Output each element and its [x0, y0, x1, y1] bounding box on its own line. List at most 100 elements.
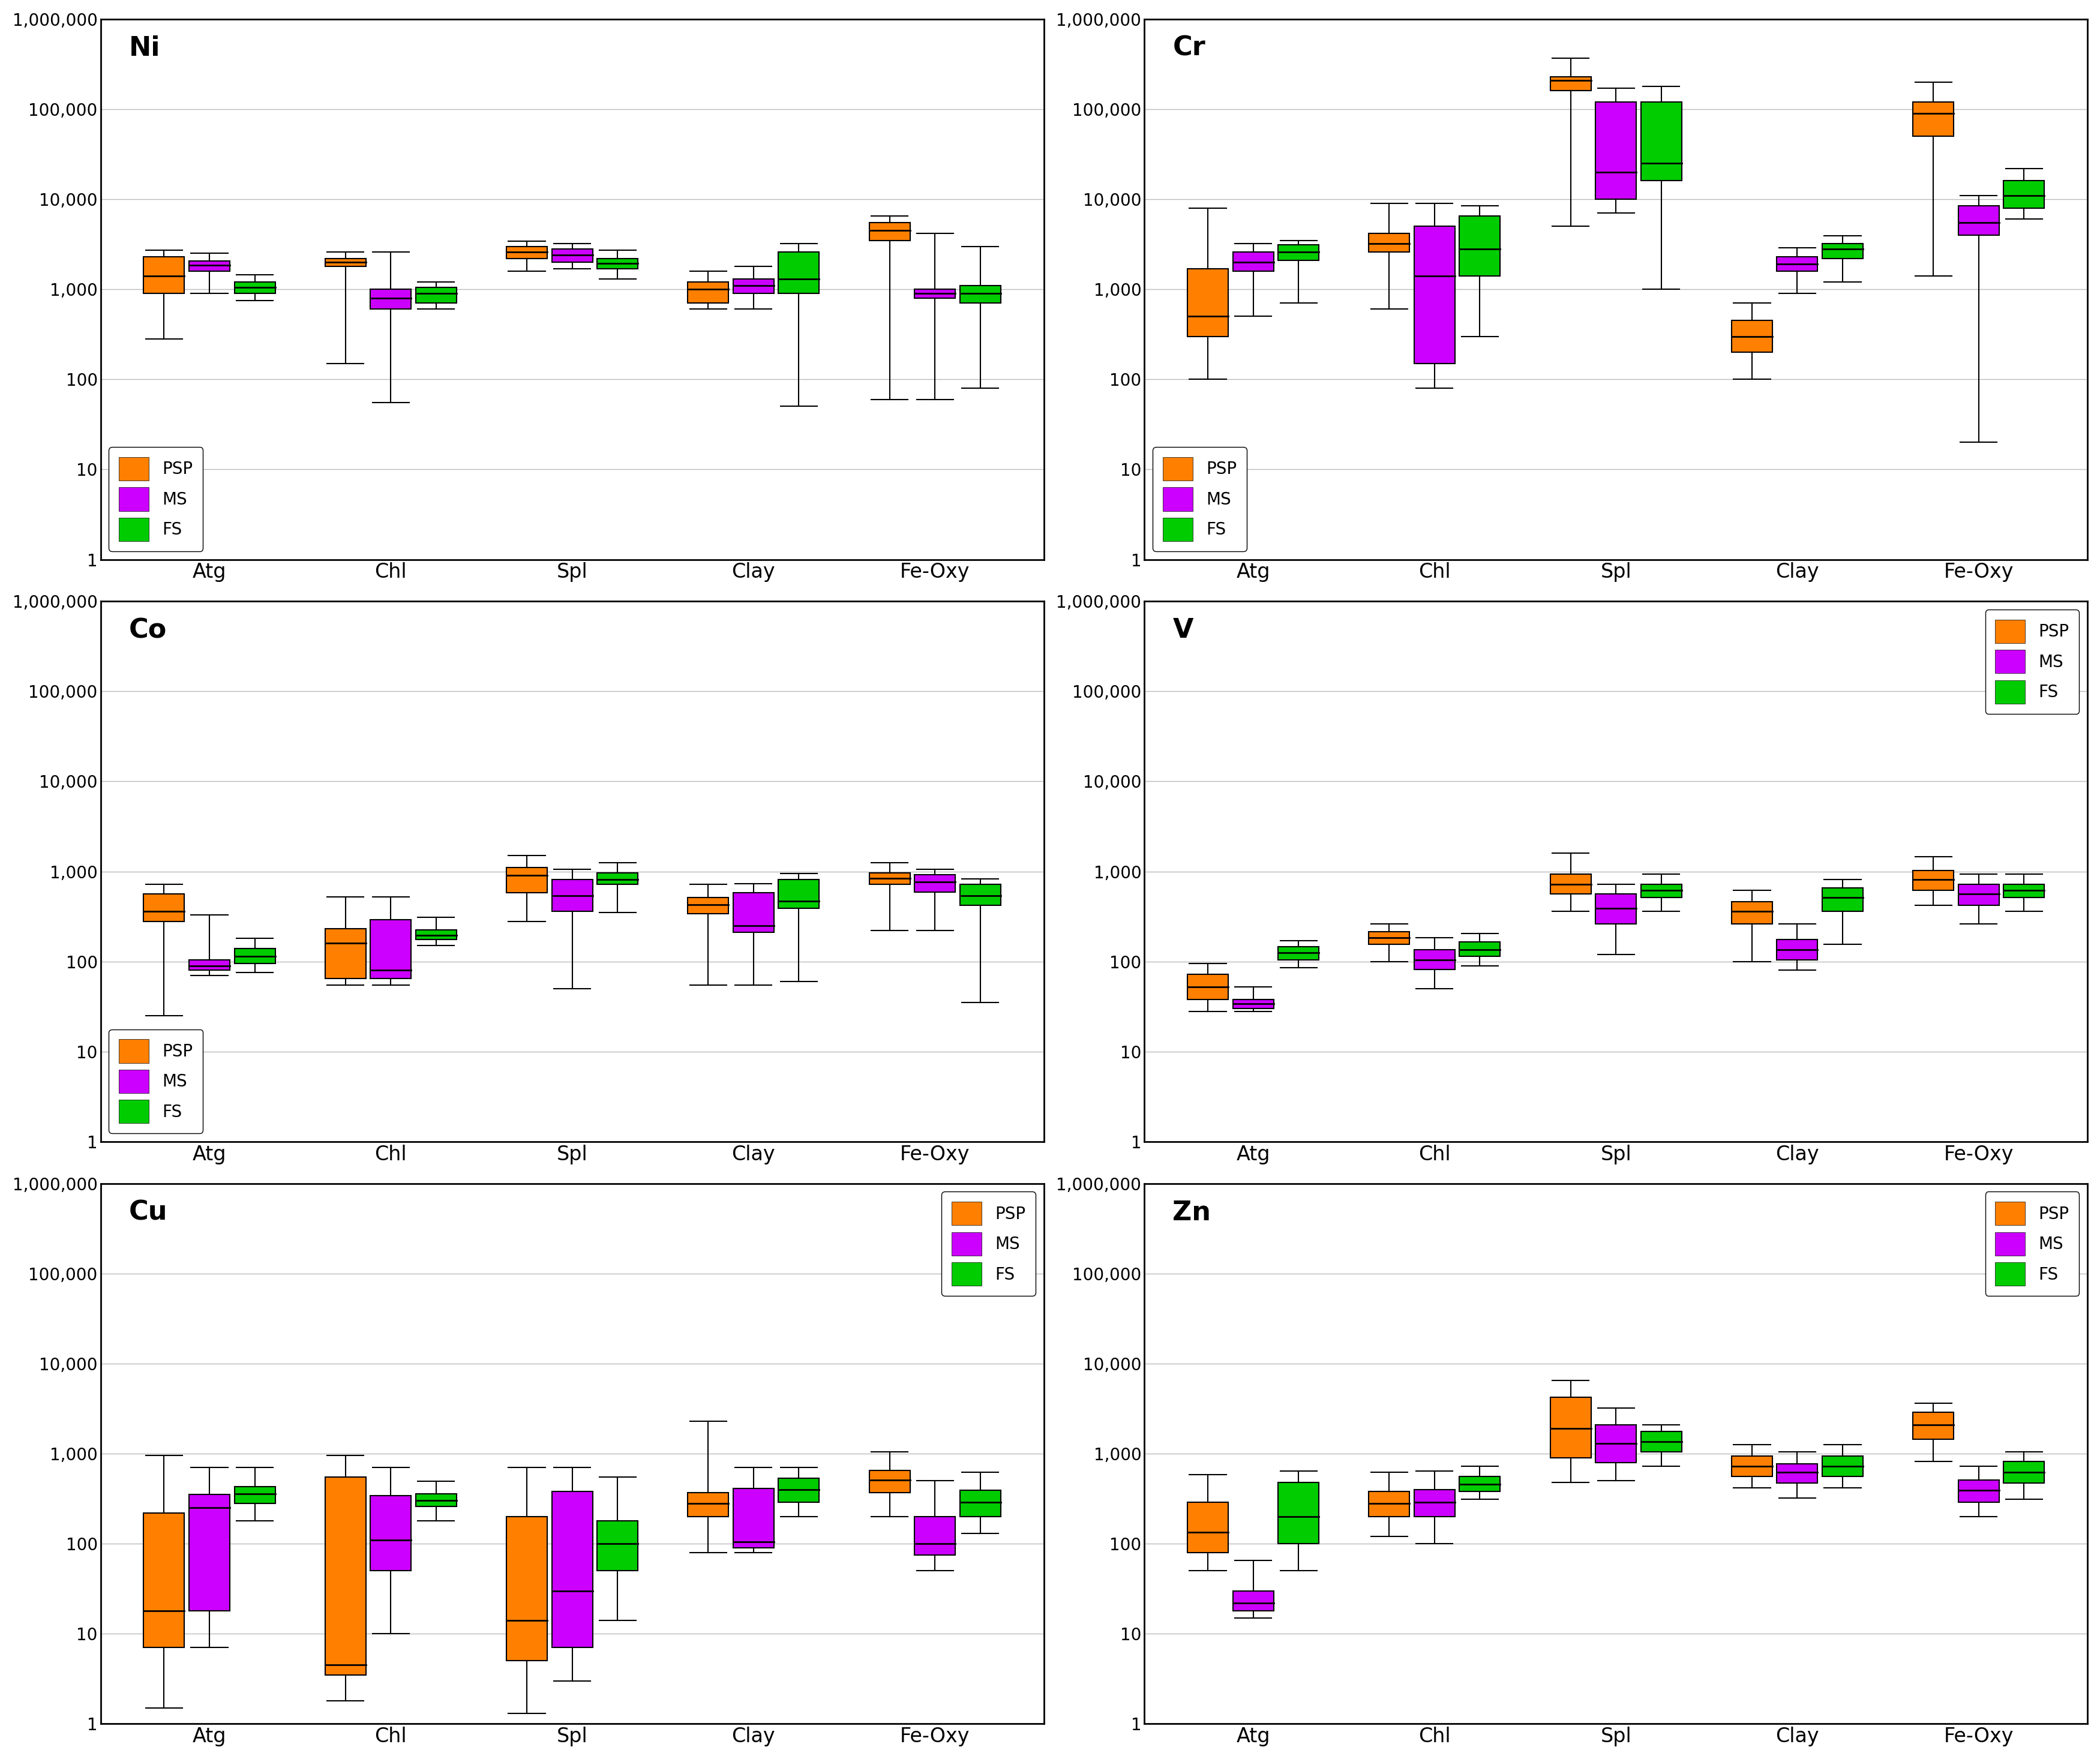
Legend: PSP, MS, FS: PSP, MS, FS [941, 1193, 1035, 1296]
Bar [552, 250, 592, 262]
Bar [326, 259, 365, 266]
Bar [779, 252, 819, 294]
Bar [689, 897, 729, 913]
Bar [869, 223, 909, 241]
Bar [506, 1516, 548, 1660]
Bar [143, 894, 185, 922]
Bar [552, 1492, 592, 1648]
Bar [869, 872, 909, 885]
Text: Cr: Cr [1172, 35, 1205, 62]
Text: Zn: Zn [1172, 1200, 1212, 1226]
Bar [1369, 234, 1409, 252]
Bar [1550, 874, 1592, 894]
Bar [689, 1492, 729, 1516]
Bar [1777, 939, 1819, 960]
Bar [1959, 885, 1999, 906]
Bar [689, 281, 729, 303]
Bar [1823, 888, 1863, 911]
Bar [1186, 1502, 1228, 1553]
Bar [506, 867, 548, 894]
Bar [2003, 1462, 2045, 1483]
Bar [143, 1513, 185, 1648]
Legend: PSP, MS, FS: PSP, MS, FS [1984, 1193, 2079, 1296]
Bar [370, 288, 412, 310]
Bar [1413, 227, 1455, 364]
Bar [235, 281, 275, 294]
Bar [1460, 941, 1499, 957]
Bar [1596, 102, 1636, 199]
Bar [596, 259, 638, 269]
Bar [960, 885, 1002, 906]
Bar [1596, 1425, 1636, 1462]
Bar [1550, 1397, 1592, 1458]
Bar [914, 288, 956, 297]
Bar [326, 929, 365, 978]
Bar [2003, 885, 2045, 897]
Bar [1596, 894, 1636, 923]
Bar [189, 260, 229, 271]
Bar [326, 1478, 365, 1675]
Bar [2003, 181, 2045, 208]
Legend: PSP, MS, FS: PSP, MS, FS [109, 447, 204, 551]
Bar [416, 1493, 456, 1506]
Bar [1413, 1490, 1455, 1516]
Bar [1186, 974, 1228, 999]
Bar [189, 960, 229, 971]
Bar [779, 880, 819, 908]
Bar [1732, 1456, 1772, 1476]
Bar [1279, 1483, 1319, 1544]
Bar [596, 1522, 638, 1571]
Bar [733, 894, 775, 932]
Bar [1823, 245, 1863, 259]
Bar [1732, 902, 1772, 923]
Bar [235, 948, 275, 964]
Bar [869, 1471, 909, 1492]
Bar [1732, 320, 1772, 352]
Bar [1186, 269, 1228, 336]
Bar [370, 1495, 412, 1571]
Bar [779, 1479, 819, 1502]
Bar [1369, 1492, 1409, 1516]
Bar [1369, 932, 1409, 945]
Bar [1460, 216, 1499, 276]
Bar [1777, 257, 1819, 271]
Bar [1823, 1456, 1863, 1476]
Bar [143, 257, 185, 294]
Bar [235, 1486, 275, 1504]
Bar [914, 1516, 956, 1555]
Bar [1279, 946, 1319, 960]
Bar [506, 246, 548, 259]
Bar [1233, 252, 1273, 271]
Text: Ni: Ni [128, 35, 160, 62]
Text: V: V [1172, 617, 1193, 644]
Legend: PSP, MS, FS: PSP, MS, FS [1984, 610, 2079, 714]
Bar [1777, 1463, 1819, 1483]
Bar [1913, 871, 1953, 890]
Bar [1640, 102, 1682, 181]
Bar [1279, 245, 1319, 260]
Bar [1550, 77, 1592, 91]
Bar [596, 872, 638, 885]
Bar [416, 931, 456, 939]
Bar [1413, 950, 1455, 969]
Legend: PSP, MS, FS: PSP, MS, FS [109, 1029, 204, 1133]
Legend: PSP, MS, FS: PSP, MS, FS [1153, 447, 1247, 551]
Bar [416, 287, 456, 303]
Bar [1959, 206, 1999, 236]
Bar [189, 1495, 229, 1611]
Bar [960, 285, 1002, 303]
Text: Cu: Cu [128, 1200, 168, 1226]
Bar [1233, 999, 1273, 1008]
Bar [733, 280, 775, 294]
Bar [552, 880, 592, 911]
Bar [733, 1488, 775, 1548]
Bar [370, 920, 412, 978]
Bar [914, 874, 956, 892]
Bar [1233, 1590, 1273, 1611]
Bar [1460, 1476, 1499, 1492]
Bar [1640, 1432, 1682, 1451]
Text: Co: Co [128, 617, 166, 644]
Bar [960, 1490, 1002, 1516]
Bar [1959, 1479, 1999, 1502]
Bar [1913, 102, 1953, 135]
